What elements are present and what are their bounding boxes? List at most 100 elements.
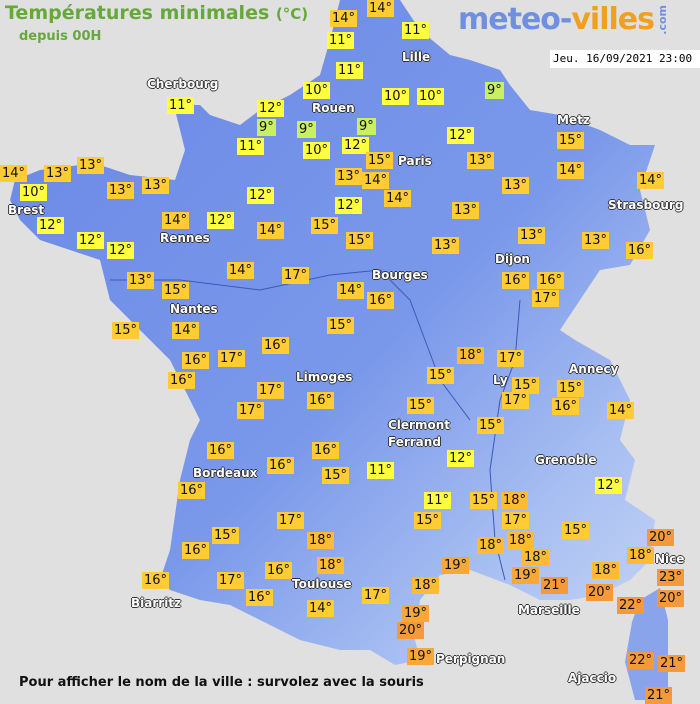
temperature-label[interactable]: 12° (107, 242, 135, 259)
temperature-label[interactable]: 15° (477, 417, 505, 434)
temperature-label[interactable]: 14° (362, 172, 390, 189)
temperature-label[interactable]: 11° (424, 492, 452, 509)
temperature-label[interactable]: 14° (557, 162, 585, 179)
temperature-label[interactable]: 21° (541, 577, 569, 594)
temperature-label[interactable]: 13° (452, 202, 480, 219)
temperature-label[interactable]: 18° (522, 549, 550, 566)
temperature-label[interactable]: 17° (237, 402, 265, 419)
temperature-label[interactable]: 10° (382, 88, 410, 105)
temperature-label[interactable]: 18° (317, 557, 345, 574)
temperature-label[interactable]: 18° (457, 347, 485, 364)
temperature-label[interactable]: 18° (307, 532, 335, 549)
temperature-label[interactable]: 18° (592, 562, 620, 579)
temperature-label[interactable]: 9° (257, 119, 276, 136)
temperature-label[interactable]: 17° (277, 512, 305, 529)
temperature-label[interactable]: 18° (477, 537, 505, 554)
temperature-label[interactable]: 12° (447, 127, 475, 144)
temperature-label[interactable]: 13° (518, 227, 546, 244)
temperature-label[interactable]: 14° (227, 262, 255, 279)
temperature-label[interactable]: 19° (407, 648, 435, 665)
temperature-label[interactable]: 14° (637, 172, 665, 189)
temperature-label[interactable]: 15° (407, 397, 435, 414)
temperature-label[interactable]: 11° (167, 97, 195, 114)
temperature-label[interactable]: 16° (552, 398, 580, 415)
temperature-label[interactable]: 11° (336, 62, 364, 79)
temperature-label[interactable]: 16° (367, 292, 395, 309)
temperature-label[interactable]: 16° (502, 272, 530, 289)
temperature-label[interactable]: 12° (207, 212, 235, 229)
temperature-label[interactable]: 15° (346, 232, 374, 249)
temperature-label[interactable]: 17° (502, 392, 530, 409)
temperature-label[interactable]: 14° (330, 10, 358, 27)
temperature-label[interactable]: 15° (212, 527, 240, 544)
temperature-label[interactable]: 11° (237, 138, 265, 155)
temperature-label[interactable]: 16° (168, 372, 196, 389)
temperature-label[interactable]: 17° (362, 587, 390, 604)
temperature-label[interactable]: 18° (501, 492, 529, 509)
temperature-label[interactable]: 9° (297, 121, 316, 138)
temperature-label[interactable]: 15° (512, 377, 540, 394)
temperature-label[interactable]: 12° (595, 477, 623, 494)
temperature-label[interactable]: 21° (645, 687, 673, 704)
temperature-label[interactable]: 17° (257, 382, 285, 399)
temperature-label[interactable]: 18° (507, 532, 535, 549)
temperature-label[interactable]: 12° (37, 217, 65, 234)
temperature-label[interactable]: 15° (562, 522, 590, 539)
temperature-label[interactable]: 10° (20, 184, 48, 201)
temperature-label[interactable]: 14° (0, 165, 28, 182)
temperature-label[interactable]: 15° (557, 132, 585, 149)
temperature-label[interactable]: 13° (432, 237, 460, 254)
temperature-label[interactable]: 11° (327, 32, 355, 49)
temperature-label[interactable]: 14° (162, 212, 190, 229)
temperature-label[interactable]: 20° (397, 622, 425, 639)
temperature-label[interactable]: 16° (142, 572, 170, 589)
temperature-label[interactable]: 14° (307, 600, 335, 617)
temperature-label[interactable]: 16° (207, 442, 235, 459)
temperature-label[interactable]: 9° (357, 118, 376, 135)
temperature-label[interactable]: 16° (307, 392, 335, 409)
temperature-label[interactable]: 14° (172, 322, 200, 339)
temperature-label[interactable]: 12° (247, 187, 275, 204)
temperature-label[interactable]: 13° (467, 152, 495, 169)
temperature-label[interactable]: 16° (537, 272, 565, 289)
temperature-label[interactable]: 16° (312, 442, 340, 459)
temperature-label[interactable]: 12° (77, 232, 105, 249)
temperature-label[interactable]: 12° (257, 100, 285, 117)
temperature-label[interactable]: 15° (112, 322, 140, 339)
temperature-label[interactable]: 16° (265, 562, 293, 579)
temperature-label[interactable]: 19° (512, 567, 540, 584)
temperature-label[interactable]: 21° (658, 655, 686, 672)
temperature-label[interactable]: 15° (322, 467, 350, 484)
temperature-label[interactable]: 17° (532, 290, 560, 307)
temperature-label[interactable]: 17° (497, 350, 525, 367)
temperature-label[interactable]: 16° (267, 457, 295, 474)
temperature-label[interactable]: 13° (582, 232, 610, 249)
temperature-label[interactable]: 14° (337, 282, 365, 299)
temperature-label[interactable]: 13° (335, 168, 363, 185)
temperature-label[interactable]: 10° (303, 82, 331, 99)
temperature-label[interactable]: 23° (657, 569, 685, 586)
temperature-label[interactable]: 10° (303, 142, 331, 159)
temperature-label[interactable]: 11° (402, 22, 430, 39)
temperature-label[interactable]: 13° (77, 157, 105, 174)
temperature-label[interactable]: 18° (412, 577, 440, 594)
temperature-label[interactable]: 17° (217, 572, 245, 589)
temperature-label[interactable]: 16° (262, 337, 290, 354)
temperature-label[interactable]: 15° (162, 282, 190, 299)
temperature-label[interactable]: 20° (586, 584, 614, 601)
temperature-label[interactable]: 16° (182, 352, 210, 369)
temperature-label[interactable]: 22° (617, 597, 645, 614)
temperature-label[interactable]: 22° (627, 652, 655, 669)
temperature-label[interactable]: 20° (647, 529, 675, 546)
temperature-label[interactable]: 9° (485, 82, 504, 99)
temperature-label[interactable]: 13° (107, 182, 135, 199)
temperature-label[interactable]: 15° (311, 217, 339, 234)
temperature-label[interactable]: 17° (218, 350, 246, 367)
temperature-label[interactable]: 14° (384, 190, 412, 207)
temperature-label[interactable]: 19° (402, 605, 430, 622)
temperature-label[interactable]: 16° (626, 242, 654, 259)
temperature-label[interactable]: 18° (627, 547, 655, 564)
temperature-label[interactable]: 19° (442, 557, 470, 574)
temperature-label[interactable]: 17° (502, 512, 530, 529)
temperature-label[interactable]: 16° (246, 589, 274, 606)
